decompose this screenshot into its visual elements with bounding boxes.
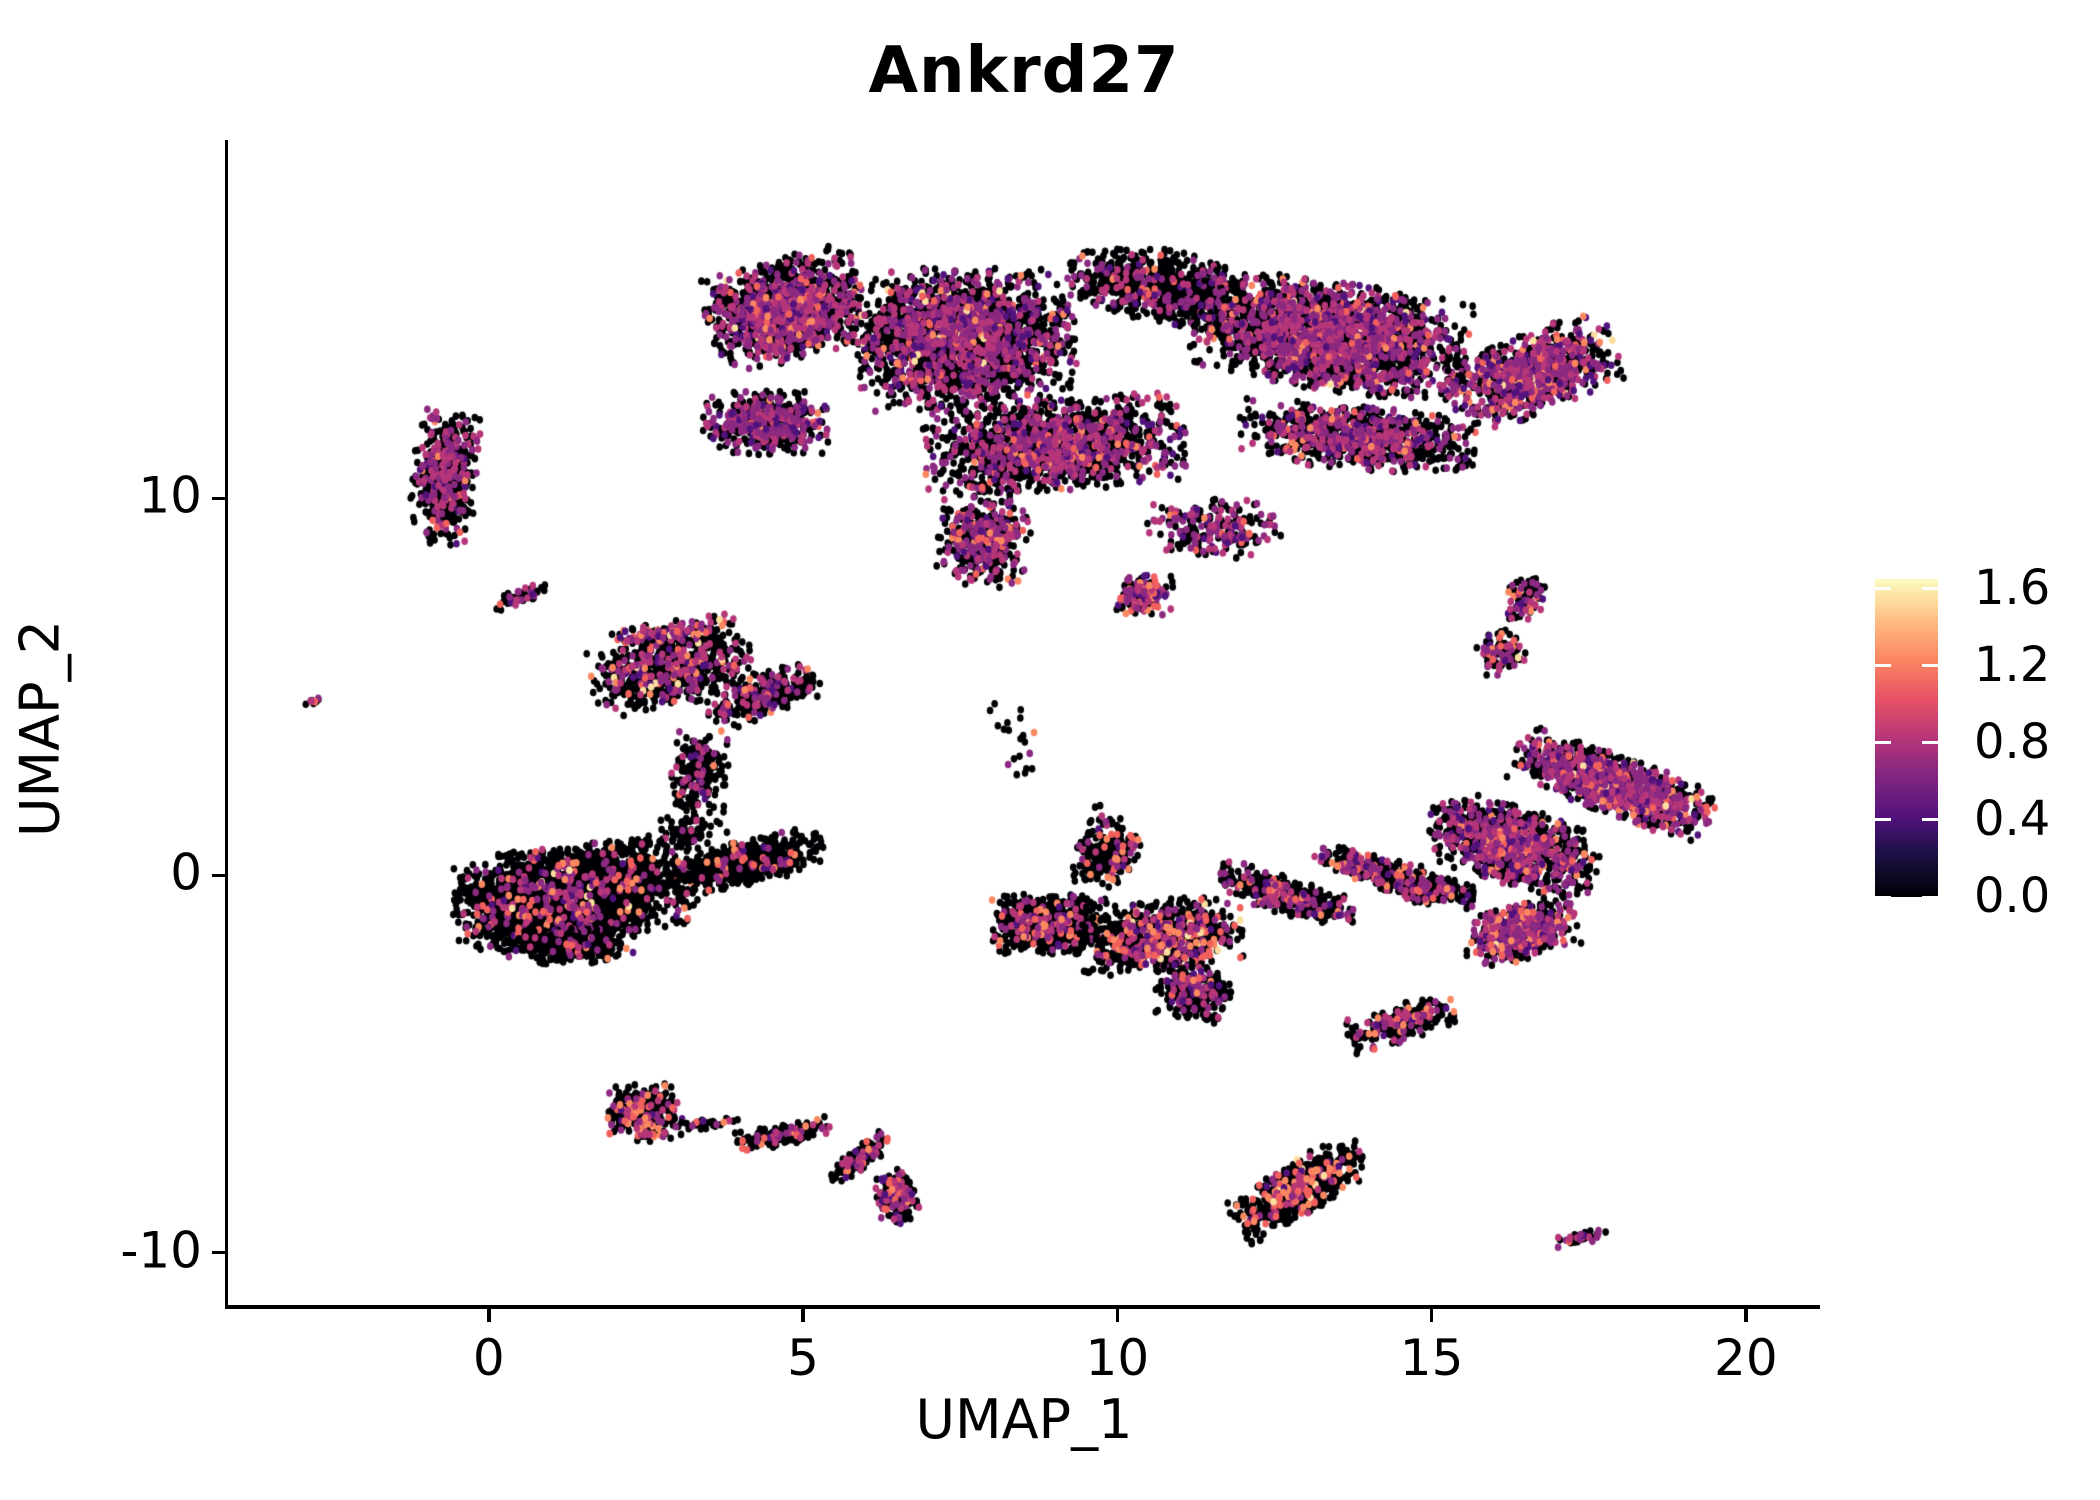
y-tick-mark xyxy=(211,873,225,878)
colorbar-tick-mark xyxy=(1875,741,1891,745)
colorbar-tick-mark xyxy=(1922,664,1938,668)
y-axis-line xyxy=(224,140,228,1309)
x-tick-label: 15 xyxy=(1399,1329,1464,1387)
y-tick-mark xyxy=(211,496,225,501)
colorbar-tick-label: 1.2 xyxy=(1974,636,2051,693)
colorbar-tick-mark xyxy=(1875,895,1891,899)
colorbar-tick-label: 1.6 xyxy=(1974,559,2051,616)
colorbar-tick-mark xyxy=(1875,587,1891,591)
colorbar xyxy=(1875,579,1938,897)
colorbar-tick-mark xyxy=(1875,664,1891,668)
y-tick-mark xyxy=(211,1250,225,1255)
colorbar-gradient xyxy=(1875,579,1938,897)
colorbar-tick-mark xyxy=(1922,741,1938,745)
x-tick-mark xyxy=(1429,1308,1434,1322)
x-tick-label: 0 xyxy=(472,1329,505,1387)
x-tick-mark xyxy=(487,1308,491,1322)
x-tick-label: 10 xyxy=(1085,1329,1150,1387)
y-axis-title: UMAP_2 xyxy=(8,620,72,837)
x-tick-mark xyxy=(1744,1308,1748,1322)
x-tick-label: 20 xyxy=(1714,1329,1778,1387)
colorbar-tick-mark xyxy=(1922,587,1938,591)
colorbar-tick-mark xyxy=(1922,895,1938,899)
x-axis-line xyxy=(224,1305,1820,1309)
colorbar-tick-label: 0.8 xyxy=(1974,713,2051,770)
y-tick-label: -10 xyxy=(120,1221,202,1280)
x-tick-label: 5 xyxy=(787,1329,819,1387)
colorbar-tick-mark xyxy=(1922,818,1938,822)
colorbar-tick-label: 0.0 xyxy=(1974,867,2051,924)
colorbar-tick-mark xyxy=(1875,818,1891,822)
x-tick-mark xyxy=(1115,1308,1120,1322)
colorbar-tick-label: 0.4 xyxy=(1974,790,2051,847)
x-axis-title: UMAP_1 xyxy=(915,1388,1133,1451)
y-tick-label: 0 xyxy=(170,844,202,903)
plot-title: Ankrd27 xyxy=(868,34,1180,108)
x-tick-mark xyxy=(801,1308,805,1322)
y-tick-label: 10 xyxy=(138,466,202,525)
